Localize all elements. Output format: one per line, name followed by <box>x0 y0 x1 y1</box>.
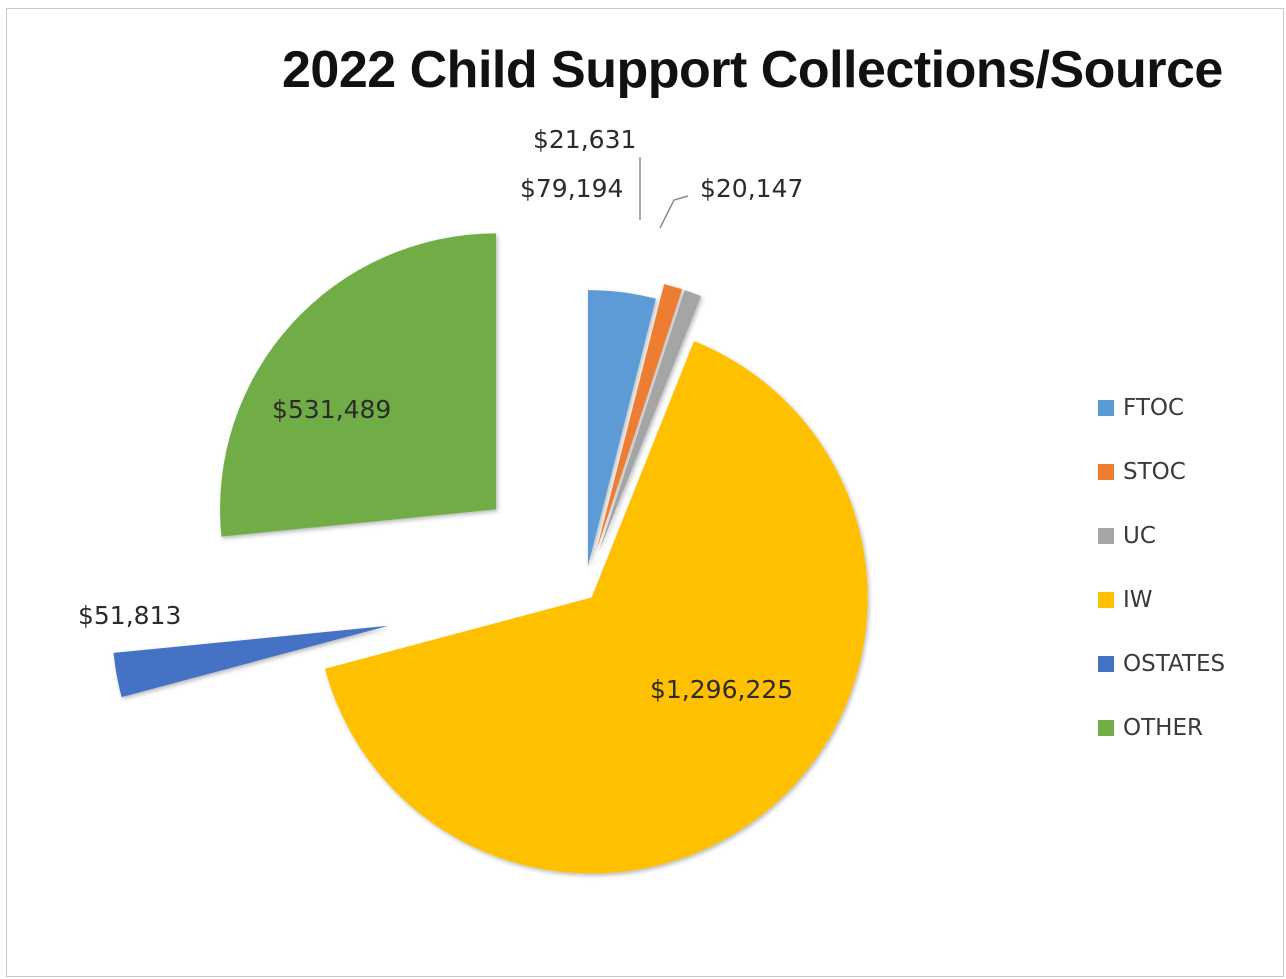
legend-label: IW <box>1123 587 1153 613</box>
legend: FTOC STOC UC IW OSTATES OTHER <box>1098 376 1278 760</box>
data-label-ostates: $51,813 <box>78 601 181 630</box>
data-label-stoc: $21,631 <box>533 125 636 154</box>
chart-title: 2022 Child Support Collections/Source <box>282 41 1223 99</box>
legend-item-ftoc: FTOC <box>1098 376 1278 440</box>
legend-item-ostates: OSTATES <box>1098 632 1278 696</box>
legend-item-uc: UC <box>1098 504 1278 568</box>
data-label-ftoc: $79,194 <box>520 174 623 203</box>
legend-item-stoc: STOC <box>1098 440 1278 504</box>
data-labels: $79,194 $21,631 $20,147 $1,296,225 $51,813 $5… <box>78 125 803 704</box>
data-label-iw: $1,296,225 <box>650 675 793 704</box>
legend-label: UC <box>1123 523 1156 549</box>
legend-swatch <box>1098 528 1114 544</box>
pie-slice-other <box>220 233 497 537</box>
legend-swatch <box>1098 592 1114 608</box>
legend-label: OTHER <box>1123 715 1203 741</box>
pie-slice-stoc <box>596 284 683 552</box>
pie-slices <box>113 233 868 874</box>
legend-label: FTOC <box>1123 395 1185 421</box>
legend-label: OSTATES <box>1123 651 1226 677</box>
pie-slice-ftoc <box>587 290 656 567</box>
legend-label: STOC <box>1123 459 1186 485</box>
legend-swatch <box>1098 400 1114 416</box>
legend-item-iw: IW <box>1098 568 1278 632</box>
legend-swatch <box>1098 656 1114 672</box>
leader-line-uc <box>659 195 689 229</box>
data-label-other: $531,489 <box>272 395 391 424</box>
legend-swatch <box>1098 720 1114 736</box>
data-label-uc: $20,147 <box>700 174 803 203</box>
legend-item-other: OTHER <box>1098 696 1278 760</box>
pie-slice-ostates <box>113 625 389 698</box>
legend-swatch <box>1098 464 1114 480</box>
leader-lines <box>639 157 689 229</box>
pie-slice-uc <box>598 290 702 553</box>
pie-slice-iw <box>325 341 868 874</box>
